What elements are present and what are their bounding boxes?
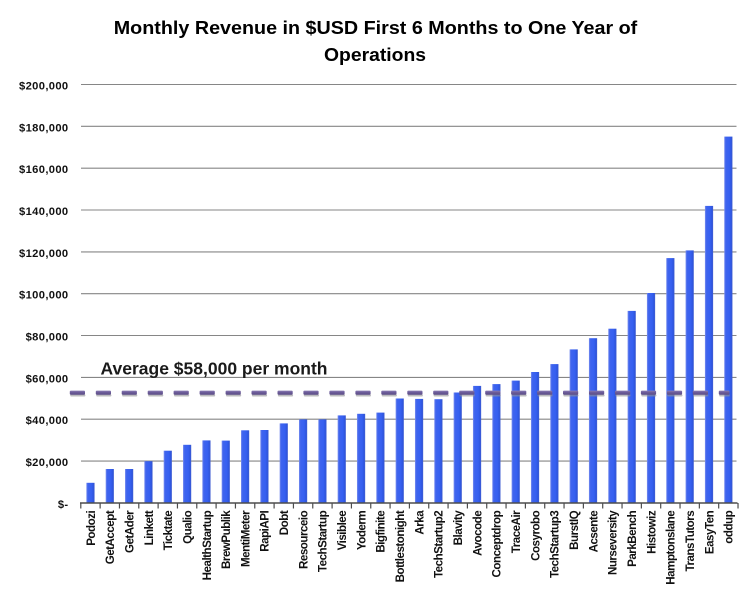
svg-text:Average $58,000 per month: Average $58,000 per month: [101, 359, 328, 379]
svg-text:Hamptonslane: Hamptonslane: [665, 510, 678, 585]
svg-text:Blavity: Blavity: [452, 510, 465, 546]
svg-text:$80,000: $80,000: [26, 332, 69, 344]
svg-text:TechStartup3: TechStartup3: [549, 510, 562, 578]
svg-text:Operations: Operations: [324, 44, 426, 65]
svg-text:GetAder: GetAder: [123, 510, 136, 553]
svg-text:Visiblee: Visiblee: [336, 510, 349, 551]
svg-text:TechStartup2: TechStartup2: [433, 511, 446, 578]
svg-text:BrewPublik: BrewPublik: [220, 510, 233, 569]
svg-text:Qualio: Qualio: [181, 510, 194, 543]
svg-text:Conceptdrop: Conceptdrop: [491, 510, 504, 577]
svg-text:Arka: Arka: [413, 510, 426, 535]
svg-text:$60,000: $60,000: [26, 373, 69, 385]
svg-text:$-: $-: [58, 499, 69, 511]
svg-text:Nurseversity: Nurseversity: [607, 510, 620, 575]
svg-text:Ticktate: Ticktate: [162, 510, 175, 551]
svg-text:$100,000: $100,000: [19, 290, 68, 302]
svg-text:Histowiz: Histowiz: [645, 510, 658, 554]
svg-text:Bottlestonight: Bottlestonight: [394, 510, 407, 582]
svg-text:Resourceio: Resourceio: [297, 510, 310, 569]
svg-text:Bigfinite: Bigfinite: [375, 510, 388, 553]
svg-text:Yoderm: Yoderm: [355, 511, 368, 550]
svg-text:BurstIQ: BurstIQ: [568, 510, 581, 549]
svg-text:$40,000: $40,000: [26, 415, 69, 427]
svg-text:RapiAPI: RapiAPI: [259, 511, 272, 552]
svg-text:TraceAir: TraceAir: [510, 510, 523, 553]
svg-text:Podozi: Podozi: [85, 511, 98, 546]
svg-text:HealthStartup: HealthStartup: [201, 510, 214, 580]
svg-text:$200,000: $200,000: [19, 81, 68, 93]
svg-text:Linkett: Linkett: [143, 510, 156, 545]
svg-text:Monthly Revenue in $USD First: Monthly Revenue in $USD First 6 Months t…: [114, 17, 638, 38]
svg-text:GetAccept: GetAccept: [104, 510, 117, 564]
svg-text:Cosyrobo: Cosyrobo: [529, 510, 542, 561]
svg-text:$20,000: $20,000: [26, 457, 69, 469]
svg-text:$160,000: $160,000: [19, 164, 68, 176]
svg-text:TransTutors: TransTutors: [684, 511, 697, 572]
svg-text:Avocode: Avocode: [471, 510, 484, 556]
svg-text:MentiMeter: MentiMeter: [239, 510, 252, 567]
svg-text:TechStartup: TechStartup: [317, 510, 330, 572]
svg-text:$140,000: $140,000: [19, 206, 68, 218]
svg-text:EasyTen: EasyTen: [703, 510, 716, 554]
svg-text:ParkBench: ParkBench: [626, 510, 639, 566]
svg-text:oddup: oddup: [723, 510, 736, 543]
svg-text:Acsente: Acsente: [587, 510, 600, 553]
svg-text:$120,000: $120,000: [19, 248, 68, 260]
svg-text:Dobt: Dobt: [278, 510, 291, 535]
svg-text:$180,000: $180,000: [19, 122, 68, 134]
